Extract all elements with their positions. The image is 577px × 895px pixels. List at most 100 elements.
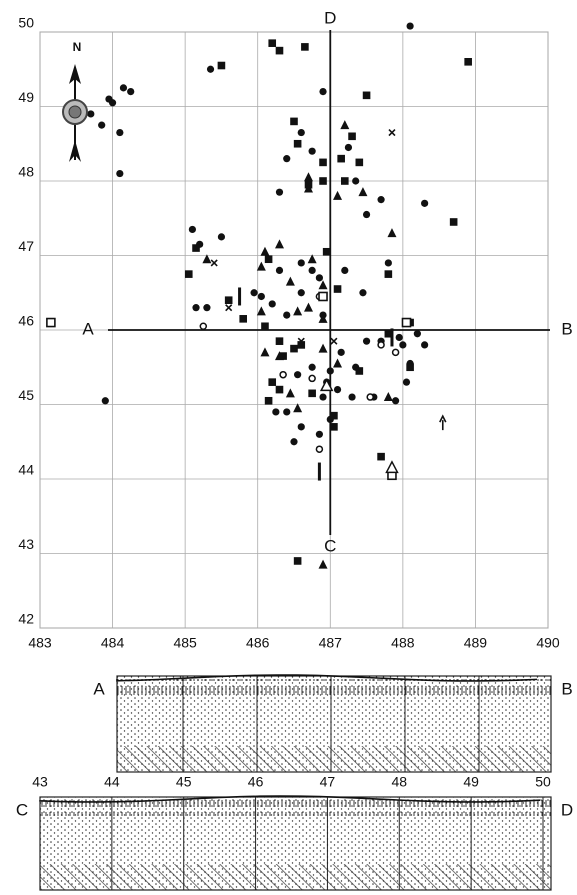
- point: [406, 363, 414, 372]
- point: [315, 274, 323, 282]
- point: [297, 341, 306, 349]
- point: [274, 239, 284, 249]
- point: [116, 169, 124, 178]
- point: [192, 244, 200, 252]
- point: [326, 367, 334, 375]
- point: [304, 183, 314, 193]
- point: [333, 358, 343, 368]
- point: [385, 460, 399, 474]
- point: [355, 158, 364, 167]
- section-label: C: [324, 536, 336, 555]
- point: [317, 462, 321, 481]
- section-label: B: [561, 319, 572, 338]
- point: [401, 317, 412, 328]
- y-tick-label: 43: [18, 536, 34, 552]
- point: [318, 280, 328, 290]
- point: [337, 154, 345, 163]
- x-tick-label: 485: [173, 635, 197, 651]
- point: [318, 343, 328, 353]
- point: [268, 39, 277, 47]
- point: [318, 291, 328, 302]
- point: [206, 65, 215, 73]
- point: [449, 218, 458, 226]
- point: [362, 91, 371, 100]
- point: [250, 289, 258, 297]
- point: [256, 306, 266, 316]
- point: [390, 328, 394, 347]
- point: [330, 423, 338, 431]
- point: [308, 363, 316, 371]
- point: [337, 348, 345, 356]
- point: [279, 370, 287, 379]
- point: [260, 246, 270, 256]
- y-tick-label: 45: [18, 387, 34, 403]
- north-label: N: [73, 40, 82, 54]
- point: [98, 121, 106, 129]
- point: [297, 289, 305, 297]
- point: [224, 296, 233, 304]
- y-tick-label: 44: [18, 462, 34, 478]
- y-tick-label: 42: [18, 611, 34, 627]
- point: [283, 311, 291, 319]
- point: [264, 396, 273, 405]
- point: [101, 397, 109, 405]
- point: [225, 304, 233, 312]
- point: [261, 322, 269, 331]
- point: [359, 289, 367, 297]
- point: [358, 187, 368, 197]
- point: [308, 374, 316, 383]
- point: [421, 199, 429, 207]
- point: [297, 259, 305, 267]
- point: [238, 287, 242, 306]
- point: [355, 367, 364, 375]
- point: [362, 210, 371, 219]
- point: [304, 302, 314, 312]
- point: [464, 58, 472, 66]
- point: [301, 43, 309, 51]
- point: [275, 385, 284, 394]
- x-tick-label: 45: [176, 774, 192, 790]
- section-label: A: [93, 679, 105, 698]
- point: [272, 408, 280, 416]
- point: [297, 128, 305, 137]
- point: [384, 329, 393, 338]
- point: [315, 430, 323, 438]
- point: [217, 233, 226, 241]
- point: [391, 348, 400, 357]
- point: [184, 270, 193, 278]
- point: [319, 177, 327, 185]
- point: [283, 155, 291, 163]
- point: [275, 337, 284, 345]
- point: [348, 132, 356, 141]
- point: [319, 158, 327, 167]
- point: [322, 247, 331, 256]
- section-label: C: [16, 800, 28, 819]
- point: [308, 147, 316, 155]
- point: [383, 392, 393, 402]
- point: [319, 378, 334, 392]
- y-tick-label: 48: [18, 164, 34, 180]
- point: [217, 61, 226, 70]
- point: [279, 352, 287, 360]
- x-tick-label: 44: [104, 774, 120, 790]
- point: [384, 270, 393, 278]
- y-tick-label: 50: [18, 15, 34, 31]
- point: [319, 88, 327, 96]
- section-surface: [116, 674, 538, 682]
- y-tick-label: 47: [18, 238, 34, 254]
- point: [392, 397, 400, 405]
- point: [388, 129, 396, 137]
- point: [275, 188, 284, 196]
- point: [203, 304, 211, 312]
- point: [293, 403, 303, 413]
- x-tick-label: 486: [246, 635, 270, 651]
- point: [285, 276, 295, 286]
- point: [264, 255, 273, 264]
- point: [308, 266, 316, 274]
- section-label: A: [82, 319, 94, 338]
- point: [439, 414, 447, 431]
- point: [330, 411, 338, 420]
- section-label: B: [561, 679, 572, 698]
- point: [318, 313, 328, 323]
- section-topsoil: [117, 679, 551, 695]
